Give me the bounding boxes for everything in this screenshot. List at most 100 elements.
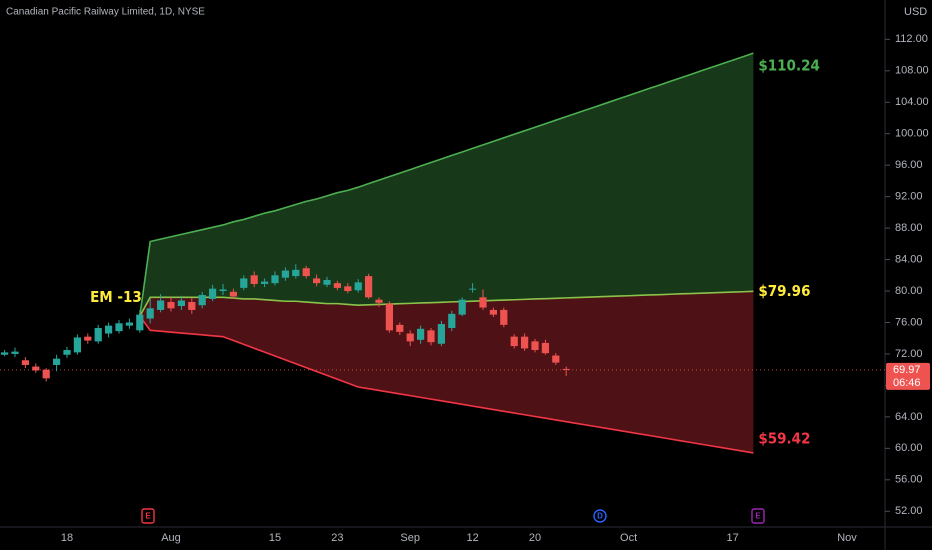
y-tick-label: 108.00 (895, 65, 929, 77)
candle-body (84, 336, 92, 341)
candle-body (313, 278, 321, 284)
candle-body (333, 283, 341, 288)
candle-body (250, 275, 258, 284)
candle-body (240, 278, 248, 288)
y-tick-label: 96.00 (895, 159, 923, 171)
candle-body (115, 323, 123, 332)
candle-body (219, 289, 227, 292)
candle-body (209, 288, 217, 299)
chart-title: Canadian Pacific Railway Limited, 1D, NY… (6, 7, 205, 18)
event-label: D (597, 512, 603, 521)
y-tick-label: 112.00 (895, 33, 928, 45)
candle-body (73, 337, 81, 353)
event-icon (593, 509, 607, 523)
candle-body (21, 360, 29, 365)
candle-body (125, 322, 133, 326)
y-tick-label: 56.00 (895, 474, 923, 486)
y-tick-label: 88.00 (895, 222, 923, 234)
band-end-label: $110.24 (758, 57, 819, 75)
candle-body (448, 313, 456, 328)
candle-body (437, 324, 445, 344)
candle-body (406, 333, 414, 342)
upper-band-fill (139, 53, 754, 317)
candle-body (229, 291, 237, 297)
candle-body (292, 269, 300, 277)
x-tick-label: Aug (161, 532, 181, 544)
y-axis-label: USD (904, 6, 927, 18)
candle-body (146, 308, 154, 319)
candle-body (458, 299, 466, 315)
y-tick-label: 64.00 (895, 411, 923, 423)
event-icon (751, 508, 765, 524)
band-line (139, 315, 754, 454)
event-label: E (145, 512, 151, 521)
candle-body (396, 324, 404, 332)
candle-body (42, 369, 50, 379)
x-tick-label: 20 (529, 532, 541, 544)
event-label: E (755, 512, 761, 521)
candle-body (510, 336, 518, 347)
candle-body (11, 351, 19, 354)
y-tick-label: 104.00 (895, 96, 929, 108)
candle-body (261, 281, 269, 284)
y-tick-label: 76.00 (895, 316, 923, 328)
candle-body (500, 309, 508, 325)
candle-body (302, 268, 310, 277)
x-tick-label: Nov (837, 532, 857, 544)
x-tick-label: 15 (269, 532, 281, 544)
candle-body (479, 297, 487, 308)
x-tick-label: 12 (466, 532, 478, 544)
y-tick-label: 72.00 (895, 348, 923, 360)
y-tick-label: 92.00 (895, 191, 923, 203)
candle-body (385, 303, 393, 331)
band-line (139, 52, 754, 317)
last-price-box (886, 362, 930, 390)
candle-body (167, 302, 175, 309)
candle-body (344, 286, 352, 292)
candle-body (541, 342, 549, 354)
candle-body (489, 309, 497, 315)
candle-body (105, 325, 113, 334)
y-tick-label: 52.00 (895, 505, 923, 517)
candle-body (136, 314, 144, 331)
lower-band-fill (139, 291, 754, 453)
candle-body (562, 368, 570, 370)
candle-body (521, 336, 529, 349)
candle-body (417, 328, 425, 340)
countdown-label: 06:46 (893, 377, 921, 389)
candle-body (271, 275, 279, 284)
y-tick-label: 100.00 (895, 128, 929, 140)
candle-body (365, 276, 373, 298)
candle-body (375, 299, 383, 303)
x-tick-label: 18 (61, 532, 73, 544)
candle-body (281, 270, 289, 278)
last-price-label: 69.97 (893, 364, 921, 376)
y-tick-label: 84.00 (895, 253, 923, 265)
annotation: EM -13 (90, 288, 142, 306)
x-tick-label: 23 (331, 532, 343, 544)
candle-body (0, 352, 9, 355)
y-tick-label: 80.00 (895, 285, 923, 297)
band-line (139, 290, 754, 317)
candle-body (53, 358, 61, 365)
candle-body (469, 288, 477, 290)
candle-body (552, 355, 560, 363)
event-icon (141, 508, 155, 524)
candle-body (531, 341, 539, 351)
x-tick-label: Sep (400, 532, 420, 544)
candle-body (188, 302, 196, 310)
candle-body (198, 294, 206, 306)
x-tick-label: Oct (620, 532, 637, 544)
x-tick-label: 17 (726, 532, 738, 544)
band-end-label: $59.42 (758, 429, 810, 447)
y-tick-label: 60.00 (895, 442, 923, 454)
candle-body (177, 300, 185, 306)
candle-body (427, 330, 435, 343)
candle-body (63, 350, 71, 355)
candle-body (32, 366, 40, 371)
candle-body (94, 327, 102, 342)
band-end-label: $79.96 (758, 282, 810, 300)
candle-body (323, 280, 331, 285)
